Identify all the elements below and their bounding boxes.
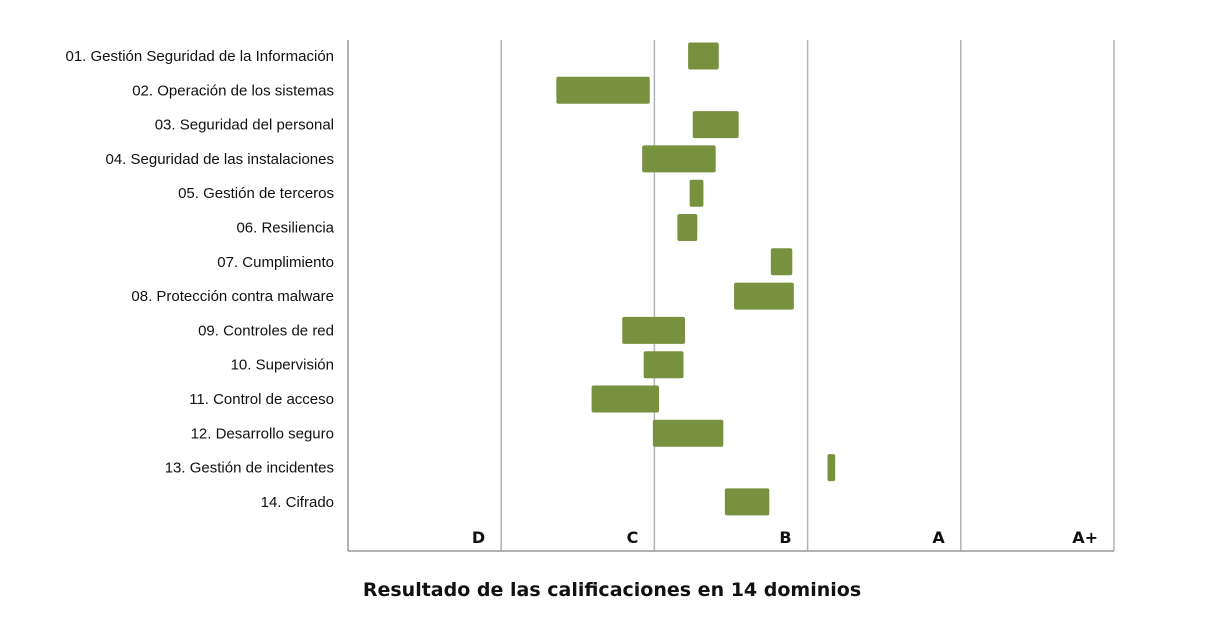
category-label: 06. Resiliencia bbox=[236, 220, 334, 237]
category-label: 01. Gestión Seguridad de la Información bbox=[66, 48, 335, 65]
chart-title: Resultado de las calificaciones en 14 do… bbox=[362, 579, 862, 601]
category-label: 14. Cifrado bbox=[261, 494, 334, 511]
range-bar bbox=[622, 316, 686, 344]
category-label: 04. Seguridad de las instalaciones bbox=[106, 151, 335, 168]
band-label: C bbox=[627, 528, 639, 547]
category-label: 07. Cumplimiento bbox=[217, 254, 334, 271]
range-bar bbox=[642, 145, 716, 173]
range-bar bbox=[643, 351, 684, 379]
category-label: 12. Desarrollo seguro bbox=[191, 425, 334, 442]
category-label: 09. Controles de red bbox=[198, 322, 334, 339]
range-bar bbox=[591, 385, 659, 413]
range-bar bbox=[827, 454, 836, 482]
range-bar bbox=[770, 248, 793, 276]
range-bar bbox=[652, 419, 724, 447]
category-label: 02. Operación de los sistemas bbox=[132, 82, 334, 99]
band-label: B bbox=[779, 528, 791, 547]
range-bar bbox=[556, 76, 650, 104]
band-label: D bbox=[472, 528, 485, 547]
category-label: 05. Gestión de terceros bbox=[178, 185, 334, 202]
category-label: 08. Protección contra malware bbox=[131, 288, 334, 305]
range-bar bbox=[689, 179, 704, 207]
range-bar bbox=[724, 488, 770, 516]
range-bar bbox=[677, 214, 698, 241]
band-label: A+ bbox=[1072, 528, 1098, 547]
band-label: A bbox=[932, 528, 945, 547]
category-label: 03. Seguridad del personal bbox=[155, 117, 334, 134]
category-label: 10. Supervisión bbox=[231, 357, 334, 374]
range-bar bbox=[688, 42, 719, 70]
range-bar bbox=[692, 111, 739, 139]
category-label: 11. Control de acceso bbox=[189, 391, 334, 408]
range-bar bbox=[734, 282, 794, 310]
category-label: 13. Gestión de incidentes bbox=[165, 460, 334, 477]
